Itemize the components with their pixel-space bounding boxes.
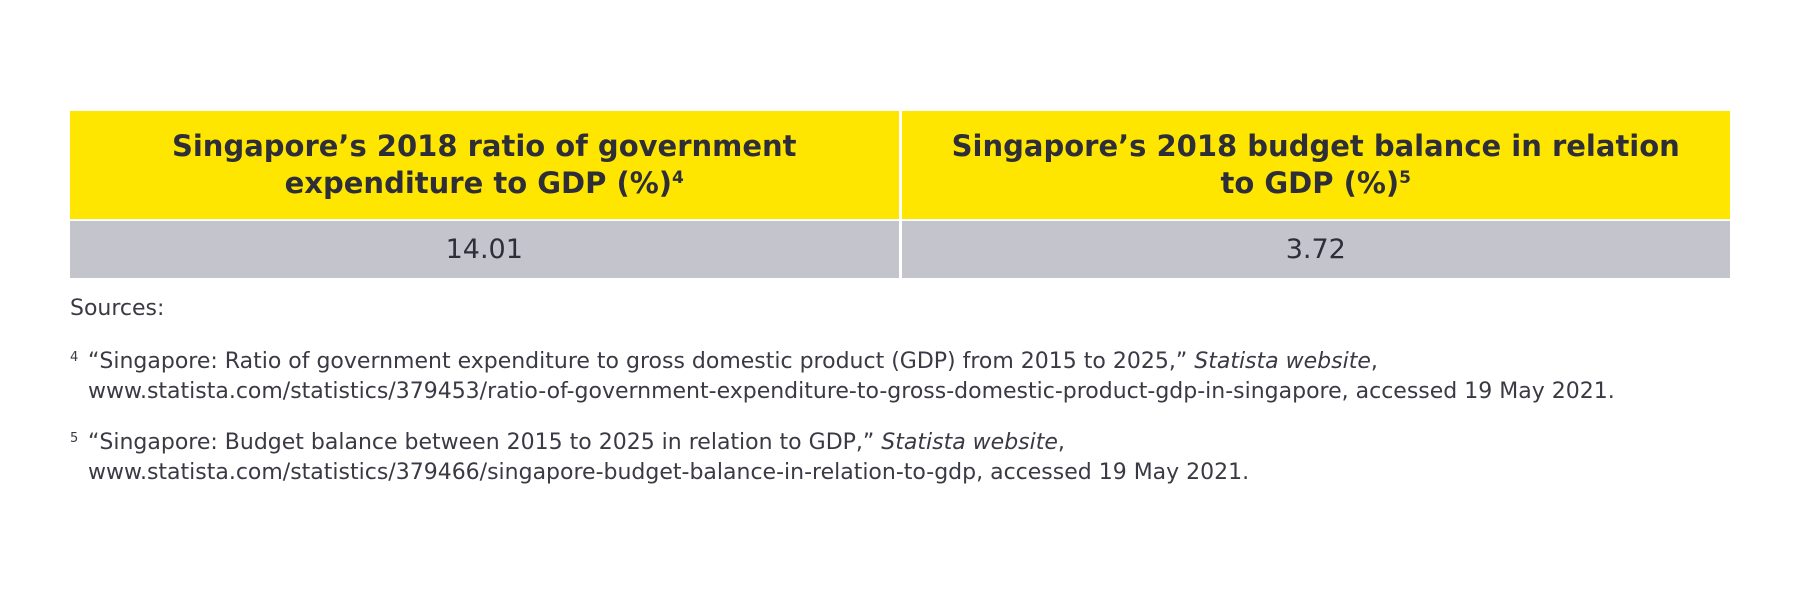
footnote-separator: ,	[1057, 430, 1065, 455]
footnote-title: “Singapore: Budget balance between 2015 …	[88, 430, 875, 455]
header-cell: Singapore’s 2018 budget balance in relat…	[898, 111, 1730, 220]
value-cell: 14.01	[70, 219, 900, 278]
footnote-separator: ,	[1370, 349, 1378, 374]
footnote-ref: 5	[1399, 168, 1412, 188]
footnote: 4 “Singapore: Ratio of government expend…	[70, 347, 1615, 407]
header-text: Singapore’s 2018 ratio of government exp…	[171, 129, 797, 200]
footnote-url: www.statista.com/statistics/379453/ratio…	[88, 379, 1615, 404]
footnote-marker: 4	[70, 350, 79, 365]
footnote-url: www.statista.com/statistics/379466/singa…	[88, 460, 1250, 485]
footnote: 5 “Singapore: Budget balance between 201…	[70, 428, 1249, 488]
header-text: Singapore’s 2018 budget balance in relat…	[951, 129, 1680, 200]
footnote-source: Statista website	[1194, 349, 1371, 374]
sources-label: Sources:	[70, 296, 165, 321]
data-row: 14.01 3.72	[70, 219, 1730, 278]
footnote-title: “Singapore: Ratio of government expendit…	[88, 349, 1188, 374]
footnote-source: Statista website	[881, 430, 1058, 455]
header-row: Singapore’s 2018 ratio of government exp…	[70, 111, 1730, 220]
data-table: Singapore’s 2018 ratio of government exp…	[70, 111, 1730, 278]
footnote-line: “Singapore: Budget balance between 2015 …	[70, 428, 1249, 458]
footnote-ref: 4	[672, 168, 684, 188]
footnote-marker: 5	[70, 431, 79, 446]
header-cell: Singapore’s 2018 ratio of government exp…	[70, 111, 900, 220]
footnote-line: “Singapore: Ratio of government expendit…	[70, 347, 1615, 377]
value-cell: 3.72	[898, 219, 1730, 278]
